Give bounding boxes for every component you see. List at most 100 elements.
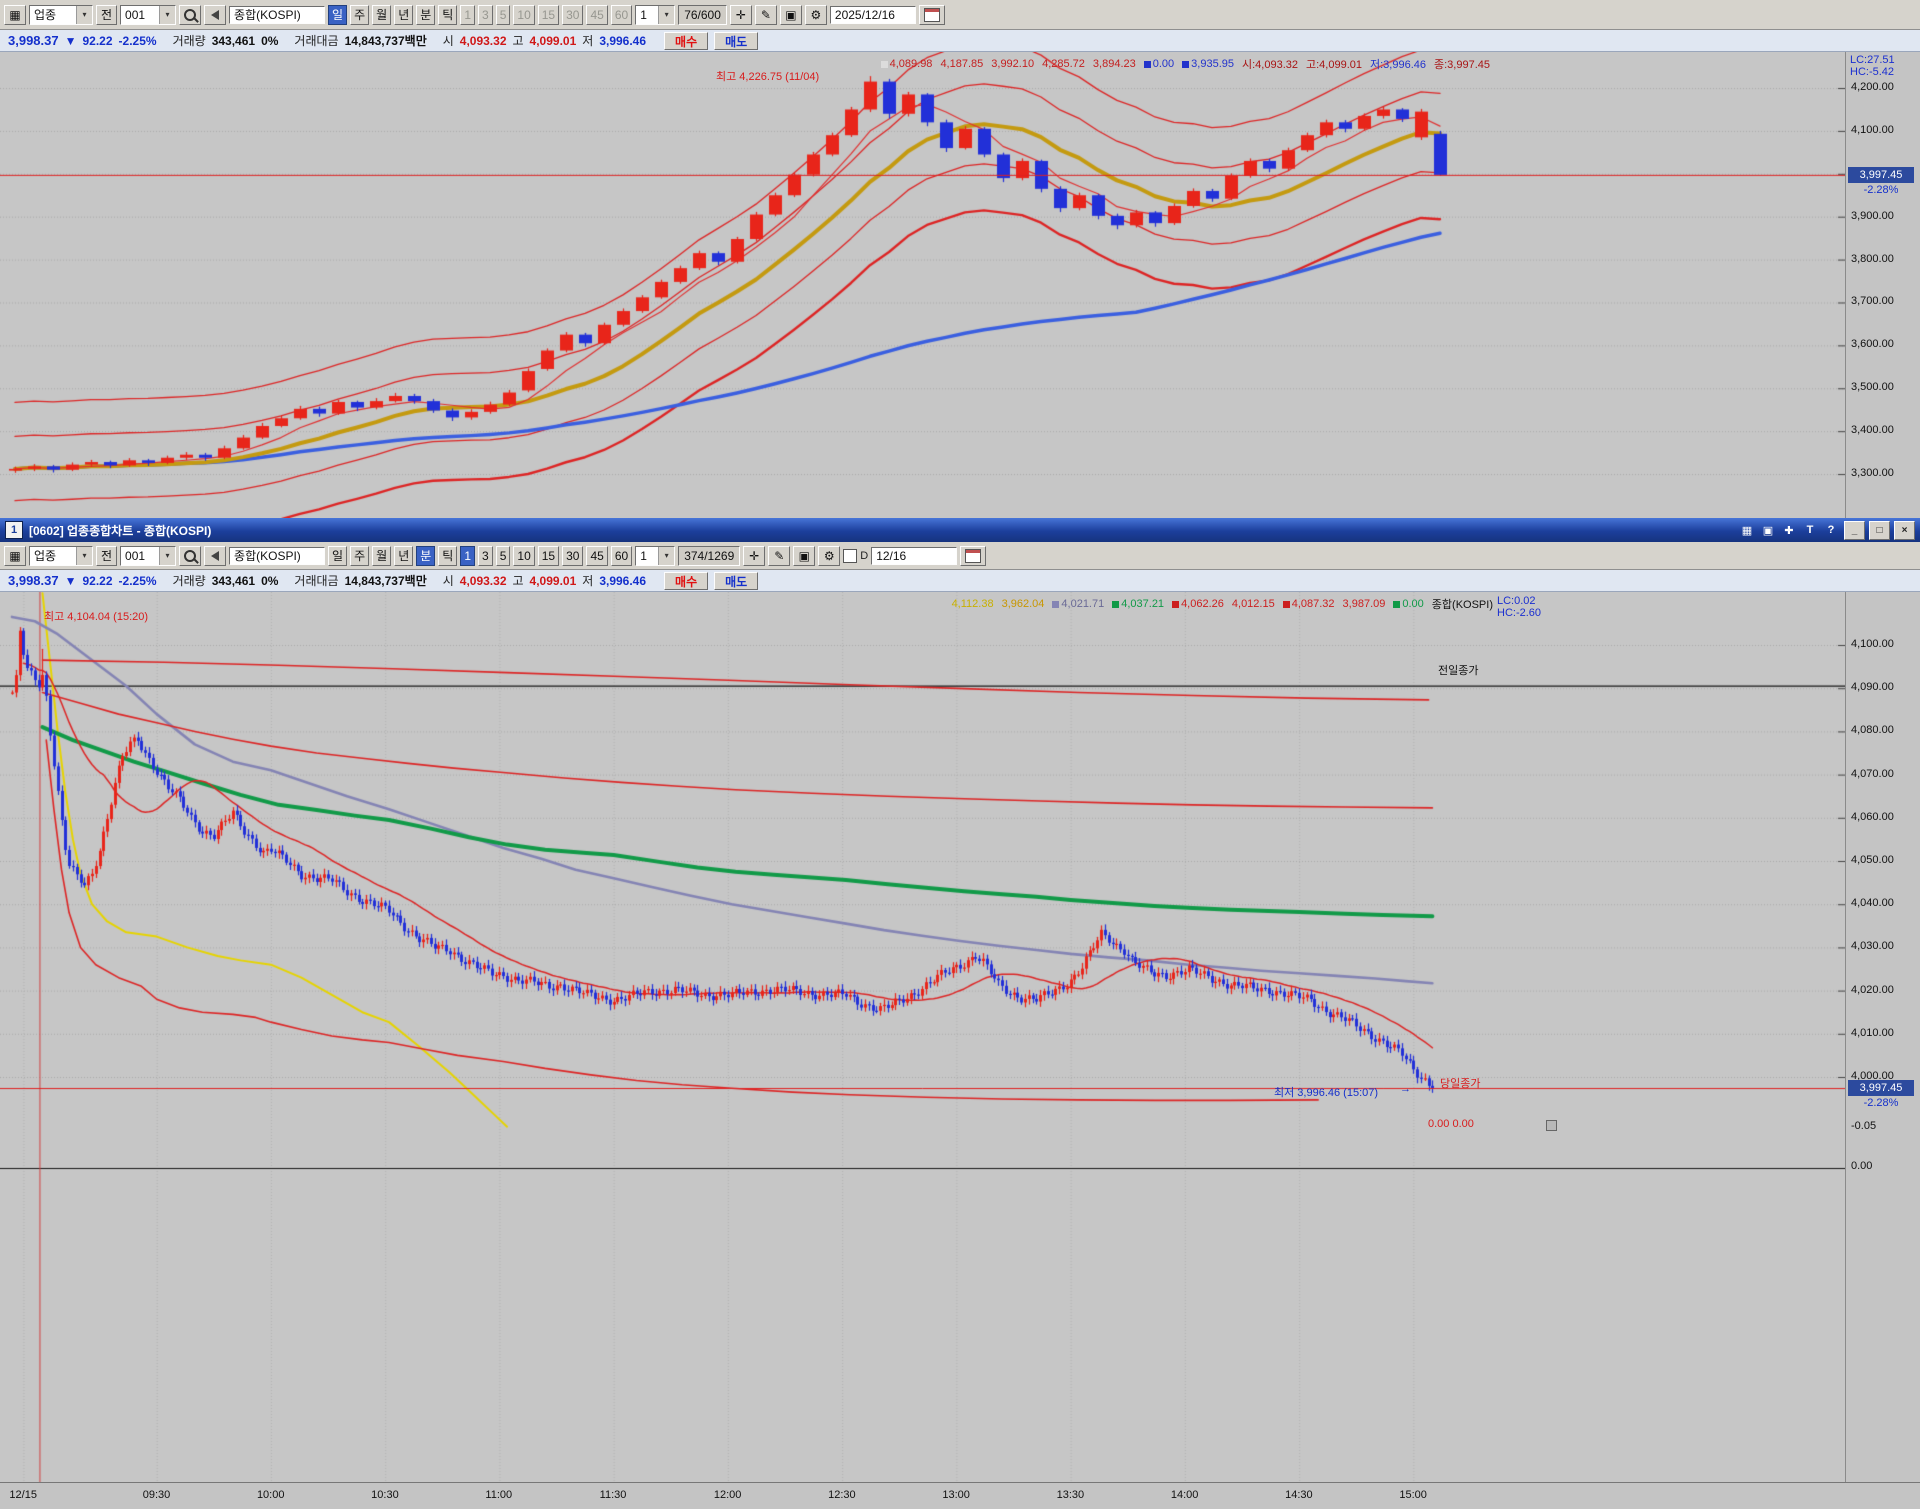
layout-icon[interactable]: ▦	[1741, 524, 1753, 537]
dropdown-arrow-icon[interactable]: ▾	[159, 546, 176, 565]
sell-button[interactable]: 매도	[714, 31, 759, 50]
change-value: 92.22	[82, 573, 113, 588]
sub-indicator-tick: 0.00	[1851, 1160, 1873, 1172]
symbol-field[interactable]: 종합(KOSPI)	[229, 5, 326, 24]
sound-button[interactable]	[204, 545, 227, 566]
legend-item: 0.00	[1143, 58, 1174, 70]
minute-button-60[interactable]: 60	[610, 4, 633, 25]
settings-icon[interactable]: ⚙	[818, 545, 841, 566]
sell-button[interactable]: 매도	[714, 571, 759, 590]
minute-button-15[interactable]: 15	[537, 545, 560, 566]
sector-combo[interactable]: 업종 ▾	[29, 545, 93, 566]
save-icon[interactable]: ▣	[793, 545, 816, 566]
minute-button-10[interactable]: 10	[513, 4, 535, 25]
minute-button-1[interactable]: 1	[460, 4, 476, 25]
minute-button-15[interactable]: 15	[537, 4, 560, 25]
buy-button[interactable]: 매수	[664, 571, 709, 590]
jeon-button[interactable]: 전	[96, 4, 118, 25]
pin-icon[interactable]: ✚	[1784, 524, 1794, 537]
interval-combo[interactable]: 1 ▾	[635, 4, 676, 25]
settings-icon[interactable]: ⚙	[804, 4, 827, 25]
intraday-chart-canvas[interactable]	[0, 592, 1845, 1482]
period-button-minute[interactable]: 분	[416, 4, 436, 25]
bar-count: 76/600	[678, 4, 727, 25]
minute-button-3[interactable]: 3	[478, 545, 493, 566]
volume-label: 거래량	[172, 34, 206, 48]
dropdown-arrow-icon[interactable]: ▾	[658, 546, 675, 565]
search-button[interactable]	[179, 545, 202, 566]
minute-button-60[interactable]: 60	[610, 545, 633, 566]
volume-percent: 0%	[261, 573, 279, 588]
period-button-year[interactable]: 년	[394, 4, 414, 25]
help-icon[interactable]: ?	[1827, 524, 1835, 536]
period-button-tick[interactable]: 틱	[438, 545, 458, 566]
close-button[interactable]: ×	[1894, 520, 1915, 540]
code-input[interactable]: 001 ▾	[120, 545, 177, 566]
period-button-year[interactable]: 년	[394, 545, 414, 566]
auto-checkbox[interactable]	[843, 548, 858, 563]
compare-icon[interactable]: ✛	[729, 4, 752, 25]
dropdown-arrow-icon[interactable]: ▾	[76, 546, 92, 565]
maximize-button[interactable]: □	[1869, 520, 1890, 540]
high-label: 고	[512, 574, 524, 588]
price-tick: 4,080.00	[1851, 724, 1894, 737]
dropdown-arrow-icon[interactable]: ▾	[658, 5, 675, 24]
chart-menu-button[interactable]: ▦	[4, 4, 26, 25]
volume-value: 343,461	[211, 573, 256, 588]
daily-chart-canvas[interactable]	[0, 52, 1845, 518]
open-value: 4,093.32	[459, 573, 507, 588]
period-button-week[interactable]: 주	[350, 4, 370, 25]
draw-icon[interactable]: ✎	[768, 545, 791, 566]
period-button-tick[interactable]: 틱	[438, 4, 458, 25]
interval-combo[interactable]: 1 ▾	[635, 545, 676, 566]
minute-button-45[interactable]: 45	[586, 545, 608, 566]
copy-icon[interactable]: ▣	[1762, 524, 1774, 537]
symbol-field[interactable]: 종합(KOSPI)	[229, 546, 326, 565]
jeon-button[interactable]: 전	[96, 545, 118, 566]
save-icon[interactable]: ▣	[779, 4, 802, 25]
sound-button[interactable]	[204, 4, 227, 25]
legend-item: 3,962.04	[1002, 598, 1045, 610]
period-button-week[interactable]: 주	[350, 545, 370, 566]
minute-button-45[interactable]: 45	[586, 4, 608, 25]
time-label-1230: 12:30	[828, 1489, 856, 1501]
dropdown-arrow-icon[interactable]: ▾	[159, 5, 176, 24]
legend-value: 3,962.04	[1001, 598, 1045, 610]
chart-menu-button[interactable]: ▦	[4, 545, 26, 566]
calendar-button[interactable]	[960, 545, 987, 566]
dropdown-arrow-icon[interactable]: ▾	[76, 5, 92, 24]
sub-indicator-box[interactable]	[1546, 1120, 1557, 1131]
calendar-button[interactable]	[918, 4, 945, 25]
legend-item: 4,062.26	[1172, 598, 1224, 610]
compare-icon[interactable]: ✛	[743, 545, 766, 566]
minute-button-10[interactable]: 10	[513, 545, 535, 566]
minute-button-5[interactable]: 5	[495, 4, 511, 25]
period-button-day[interactable]: 일	[328, 4, 348, 25]
text-tool-icon[interactable]: T	[1806, 524, 1814, 536]
date-field[interactable]: 2025/12/16	[829, 5, 916, 24]
date-field[interactable]: 12/16	[871, 546, 958, 565]
price-tick: 4,060.00	[1851, 810, 1894, 823]
legend-square-icon	[1393, 600, 1401, 608]
legend-square-icon	[1052, 600, 1060, 608]
period-button-minute[interactable]: 분	[416, 545, 436, 566]
minute-button-1[interactable]: 1	[460, 545, 476, 566]
minute-button-5[interactable]: 5	[495, 545, 511, 566]
code-input[interactable]: 001 ▾	[120, 4, 177, 25]
sector-combo[interactable]: 업종 ▾	[29, 4, 93, 25]
search-button[interactable]	[179, 4, 202, 25]
time-label-1500: 15:00	[1399, 1489, 1427, 1501]
window-titlebar[interactable]: 1 [0602] 업종종합차트 - 종합(KOSPI) ▦ ▣ ✚ T? _ □ ×	[0, 518, 1920, 542]
period-button-month[interactable]: 월	[372, 4, 392, 25]
minute-button-30[interactable]: 30	[562, 4, 584, 25]
buy-button[interactable]: 매수	[664, 31, 709, 50]
period-button-day[interactable]: 일	[328, 545, 348, 566]
legend-value: 4,037.21	[1121, 598, 1165, 610]
draw-icon[interactable]: ✎	[754, 4, 777, 25]
minute-button-3[interactable]: 3	[478, 4, 493, 25]
legend-item: 저:3,996.46	[1370, 56, 1426, 72]
legend-item: 4,112.38	[952, 598, 994, 610]
minute-button-30[interactable]: 30	[562, 545, 584, 566]
period-button-month[interactable]: 월	[372, 545, 392, 566]
minimize-button[interactable]: _	[1844, 520, 1865, 540]
